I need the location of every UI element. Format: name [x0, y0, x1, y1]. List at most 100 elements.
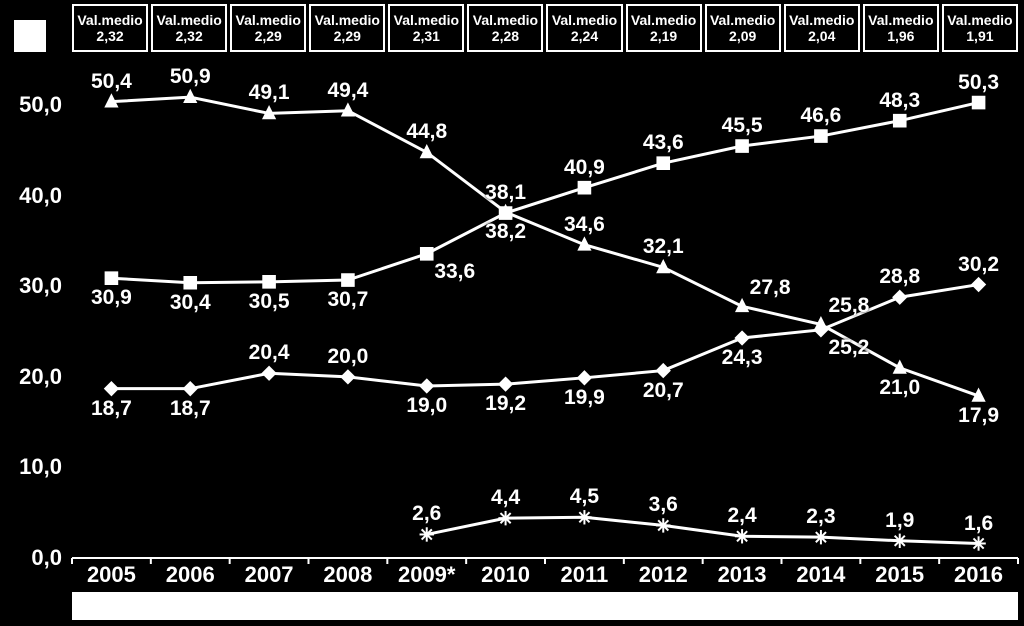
header-box-6: Val.medio2,24 — [546, 4, 622, 52]
header-value: 1,91 — [966, 28, 993, 44]
header-box-8: Val.medio2,09 — [705, 4, 781, 52]
series-diamond-marker — [104, 382, 118, 396]
series-diamond-label: 18,7 — [170, 397, 211, 421]
series-square-marker — [499, 207, 512, 220]
series-diamond-marker — [893, 290, 907, 304]
series-asterisk-label: 1,9 — [885, 509, 914, 533]
series-square-line — [111, 103, 978, 283]
series-diamond-label: 25,2 — [828, 336, 869, 360]
header-label: Val.medio — [789, 12, 854, 28]
header-label: Val.medio — [947, 12, 1012, 28]
series-diamond-marker — [577, 371, 591, 385]
series-square-label: 46,6 — [800, 104, 841, 128]
series-square-marker — [420, 247, 433, 260]
series-asterisk-label: 3,6 — [649, 493, 678, 517]
series-asterisk-label: 4,4 — [491, 486, 520, 510]
series-square-marker — [736, 140, 749, 153]
series-triangle-label: 25,8 — [828, 294, 869, 318]
series-asterisk-marker — [420, 527, 434, 541]
series-square-marker — [184, 276, 197, 289]
series-square-label: 40,9 — [564, 156, 605, 180]
y-tick-label: 0,0 — [31, 545, 62, 571]
series-square-label: 30,9 — [91, 286, 132, 310]
series-square-label: 48,3 — [879, 89, 920, 113]
series-diamond-label: 19,2 — [485, 392, 526, 416]
header-value: 2,32 — [175, 28, 202, 44]
y-tick-label: 50,0 — [19, 92, 62, 118]
series-diamond-marker — [735, 331, 749, 345]
series-triangle-label: 44,8 — [406, 120, 447, 144]
x-tick-label: 2015 — [860, 562, 939, 592]
legend-box — [14, 20, 46, 52]
series-asterisk-marker — [893, 534, 907, 548]
series-square-marker — [893, 114, 906, 127]
chart-svg — [72, 60, 1018, 558]
header-value: 2,24 — [571, 28, 598, 44]
x-tick-label: 2006 — [151, 562, 230, 592]
header-label: Val.medio — [77, 12, 142, 28]
header-box-5: Val.medio2,28 — [467, 4, 543, 52]
x-tick-label: 2008 — [308, 562, 387, 592]
series-square-label: 50,3 — [958, 71, 999, 95]
header-box-0: Val.medio2,32 — [72, 4, 148, 52]
header-box-11: Val.medio1,91 — [942, 4, 1018, 52]
x-tick-label: 2011 — [545, 562, 624, 592]
series-diamond-marker — [972, 278, 986, 292]
header-value: 2,09 — [729, 28, 756, 44]
series-square-marker — [342, 274, 355, 287]
header-box-10: Val.medio1,96 — [863, 4, 939, 52]
header-box-9: Val.medio2,04 — [784, 4, 860, 52]
header-box-2: Val.medio2,29 — [230, 4, 306, 52]
series-asterisk-marker — [971, 536, 985, 550]
series-diamond-label: 30,2 — [958, 253, 999, 277]
series-asterisk-marker — [577, 510, 591, 524]
series-triangle-label: 38,2 — [485, 220, 526, 244]
series-square-label: 30,5 — [249, 290, 290, 314]
y-tick-label: 10,0 — [19, 454, 62, 480]
series-asterisk-label: 2,4 — [727, 504, 756, 528]
header-box-4: Val.medio2,31 — [388, 4, 464, 52]
x-axis: 20052006200720082009*2010201120122013201… — [72, 562, 1018, 592]
header-label: Val.medio — [315, 12, 380, 28]
header-row: Val.medio2,32Val.medio2,32Val.medio2,29V… — [72, 4, 1018, 52]
series-diamond-label: 18,7 — [91, 397, 132, 421]
y-axis: 0,010,020,030,040,050,0 — [0, 60, 68, 558]
series-square-marker — [263, 276, 276, 289]
y-tick-label: 40,0 — [19, 183, 62, 209]
series-asterisk-marker — [814, 530, 828, 544]
series-triangle-label: 50,4 — [91, 70, 132, 94]
header-box-3: Val.medio2,29 — [309, 4, 385, 52]
series-triangle-label: 17,9 — [958, 404, 999, 428]
series-diamond-label: 20,7 — [643, 379, 684, 403]
series-diamond-label: 20,4 — [249, 341, 290, 365]
series-square-marker — [657, 157, 670, 170]
header-box-7: Val.medio2,19 — [626, 4, 702, 52]
series-triangle-label: 27,8 — [750, 276, 791, 300]
x-tick-label: 2013 — [703, 562, 782, 592]
series-asterisk-marker — [656, 518, 670, 532]
series-triangle-label: 49,4 — [327, 79, 368, 103]
series-diamond-label: 20,0 — [327, 345, 368, 369]
series-square-label: 30,4 — [170, 291, 211, 315]
y-tick-label: 30,0 — [19, 273, 62, 299]
series-diamond-marker — [499, 377, 513, 391]
series-triangle-label: 34,6 — [564, 213, 605, 237]
series-triangle-label: 49,1 — [249, 81, 290, 105]
series-diamond-label: 19,0 — [406, 394, 447, 418]
header-label: Val.medio — [473, 12, 538, 28]
series-diamond-marker — [656, 364, 670, 378]
x-tick-label: 2007 — [230, 562, 309, 592]
series-diamond-label: 19,9 — [564, 386, 605, 410]
header-label: Val.medio — [868, 12, 933, 28]
header-value: 2,32 — [96, 28, 123, 44]
header-value: 1,96 — [887, 28, 914, 44]
series-triangle-label: 21,0 — [879, 376, 920, 400]
series-square-marker — [972, 96, 985, 109]
header-label: Val.medio — [236, 12, 301, 28]
chart-container: Val.medio2,32Val.medio2,32Val.medio2,29V… — [0, 0, 1024, 626]
series-diamond-label: 28,8 — [879, 265, 920, 289]
header-value: 2,04 — [808, 28, 835, 44]
series-square-label: 38,1 — [485, 181, 526, 205]
x-tick-label: 2012 — [624, 562, 703, 592]
header-label: Val.medio — [631, 12, 696, 28]
